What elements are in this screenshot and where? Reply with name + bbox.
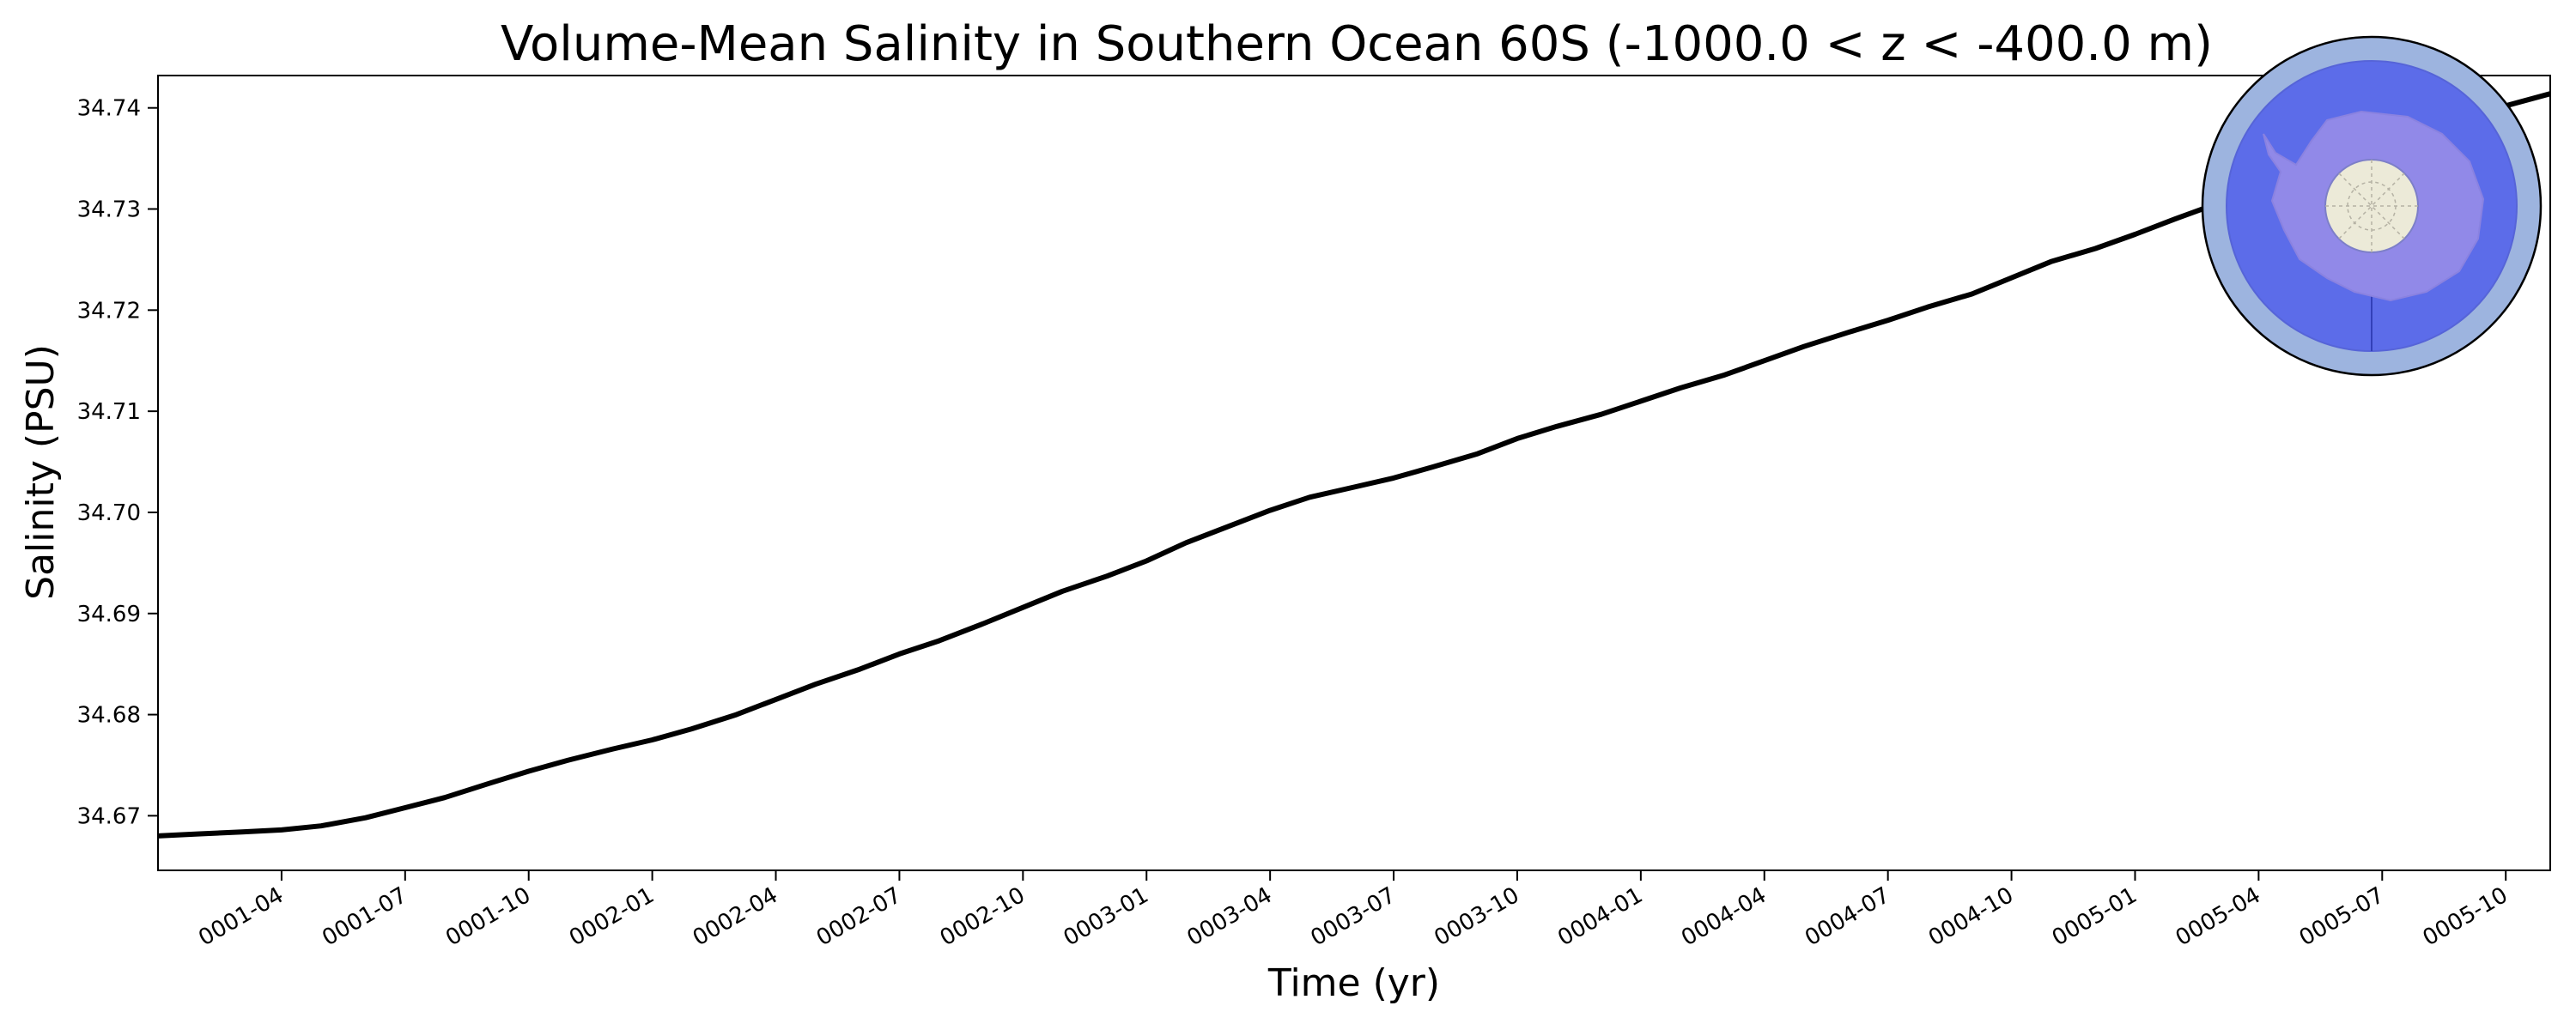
x-tick-label: 0002-10 [936, 882, 1030, 951]
x-tick-label: 0003-10 [1430, 882, 1523, 951]
y-tick-label: 34.71 [77, 399, 141, 425]
y-tick-label: 34.73 [77, 197, 141, 223]
map-graticule-diag1 [2338, 173, 2405, 239]
y-tick-label: 34.69 [77, 602, 141, 627]
x-tick-label: 0004-07 [1801, 882, 1894, 951]
chart-title: Volume-Mean Salinity in Southern Ocean 6… [501, 16, 2213, 72]
x-tick-label: 0004-01 [1553, 882, 1647, 951]
y-tick-label: 34.67 [77, 803, 141, 829]
x-tick-label: 0002-07 [812, 882, 906, 951]
x-tick-label: 0005-10 [2419, 882, 2512, 951]
x-tick-label: 0002-04 [689, 882, 782, 951]
x-tick-label: 0001-07 [318, 882, 411, 951]
x-axis-label: Time (yr) [1267, 961, 1440, 1005]
x-tick-label: 0005-04 [2172, 882, 2265, 951]
map-graticule-diag2 [2338, 173, 2405, 239]
x-tick-label: 0005-01 [2048, 882, 2142, 951]
x-tick-label: 0003-07 [1306, 882, 1400, 951]
x-tick-label: 0001-04 [194, 882, 288, 951]
x-tick-label: 0003-01 [1060, 882, 1153, 951]
y-tick-label: 34.68 [77, 703, 141, 729]
x-tick-label: 0004-04 [1677, 882, 1771, 951]
region-map-inset [2201, 35, 2543, 377]
x-tick-label: 0001-10 [441, 882, 535, 951]
x-tick-label: 0004-10 [1924, 882, 2018, 951]
plot-frame [157, 75, 2551, 871]
plot-area: 34.67 34.68 34.69 34.70 34.71 34.72 34.73 34.74… [77, 91, 2551, 951]
x-tick-label: 0003-04 [1183, 882, 1277, 951]
y-tick-label: 34.74 [77, 96, 141, 122]
y-axis-label: Salinity (PSU) [19, 344, 63, 600]
y-tick-label: 34.70 [77, 500, 141, 526]
y-tick-label: 34.72 [77, 298, 141, 324]
series-line-0 [157, 91, 2551, 839]
x-tick-label: 0002-01 [565, 882, 659, 951]
x-tick-label: 0005-07 [2295, 882, 2389, 951]
